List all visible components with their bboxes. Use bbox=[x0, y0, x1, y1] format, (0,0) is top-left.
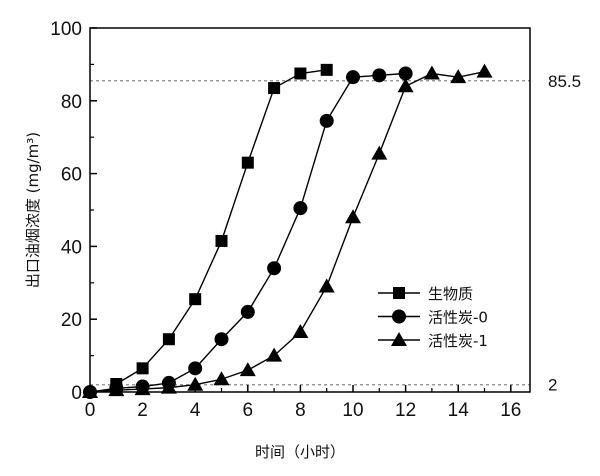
triangle-marker bbox=[318, 278, 335, 293]
legend-label: 活性炭-0 bbox=[428, 309, 488, 327]
y-axis-label: 出口油烟浓度 (mg/m³) bbox=[24, 132, 42, 288]
triangle-marker bbox=[187, 376, 204, 391]
x-tick-label: 12 bbox=[395, 400, 416, 421]
circle-marker bbox=[372, 68, 387, 83]
triangle-marker bbox=[266, 347, 283, 362]
x-axis-label: 时间（小时） bbox=[255, 443, 345, 461]
triangle-marker bbox=[292, 323, 309, 338]
y-tick-label: 80 bbox=[61, 92, 82, 113]
triangle-marker bbox=[345, 209, 361, 224]
circle-marker bbox=[319, 113, 334, 128]
square-marker bbox=[136, 362, 149, 375]
square-marker bbox=[320, 63, 333, 76]
triangle-marker bbox=[391, 332, 407, 346]
reference-line-label: 85.5 bbox=[548, 72, 581, 91]
circle-marker bbox=[214, 332, 229, 347]
y-tick-label: 40 bbox=[61, 237, 82, 258]
triangle-marker bbox=[476, 63, 493, 78]
circle-marker bbox=[392, 309, 406, 324]
triangle-marker bbox=[160, 379, 177, 394]
x-tick-label: 4 bbox=[190, 400, 201, 421]
circle-marker bbox=[293, 201, 308, 216]
square-marker bbox=[215, 234, 228, 247]
circle-marker bbox=[188, 361, 203, 376]
square-marker bbox=[268, 82, 281, 95]
square-marker bbox=[393, 287, 405, 299]
series-line bbox=[89, 70, 485, 393]
x-tick-label: 14 bbox=[448, 400, 470, 421]
triangle-marker bbox=[371, 145, 388, 160]
square-marker bbox=[241, 156, 254, 169]
triangle-marker bbox=[423, 65, 440, 80]
x-tick-label: 10 bbox=[342, 400, 363, 421]
square-marker bbox=[162, 333, 175, 346]
reference-line-label: 2 bbox=[548, 376, 557, 395]
triangle-marker bbox=[213, 371, 230, 386]
y-tick-label: 20 bbox=[61, 310, 82, 331]
x-tick-label: 8 bbox=[295, 400, 306, 421]
x-tick-label: 6 bbox=[243, 400, 254, 421]
legend-label: 生物质 bbox=[428, 285, 473, 303]
y-tick-label: 0 bbox=[71, 383, 82, 404]
y-tick-label: 60 bbox=[61, 165, 82, 186]
triangle-marker bbox=[239, 362, 256, 377]
circle-marker bbox=[240, 304, 255, 319]
series-circle bbox=[83, 66, 413, 399]
series-line bbox=[89, 72, 406, 393]
y-tick-label: 100 bbox=[50, 19, 82, 40]
legend-label: 活性炭-1 bbox=[428, 332, 488, 350]
x-tick-label: 2 bbox=[137, 400, 148, 421]
triangle-marker bbox=[397, 78, 414, 93]
triangle-marker bbox=[450, 69, 467, 84]
circle-marker bbox=[267, 261, 282, 276]
series-square bbox=[110, 63, 333, 390]
square-marker bbox=[294, 67, 307, 80]
circle-marker bbox=[398, 66, 413, 81]
circle-marker bbox=[346, 70, 360, 85]
x-tick-label: 16 bbox=[500, 400, 521, 421]
square-marker bbox=[189, 293, 202, 306]
x-tick-label: 0 bbox=[85, 400, 96, 421]
